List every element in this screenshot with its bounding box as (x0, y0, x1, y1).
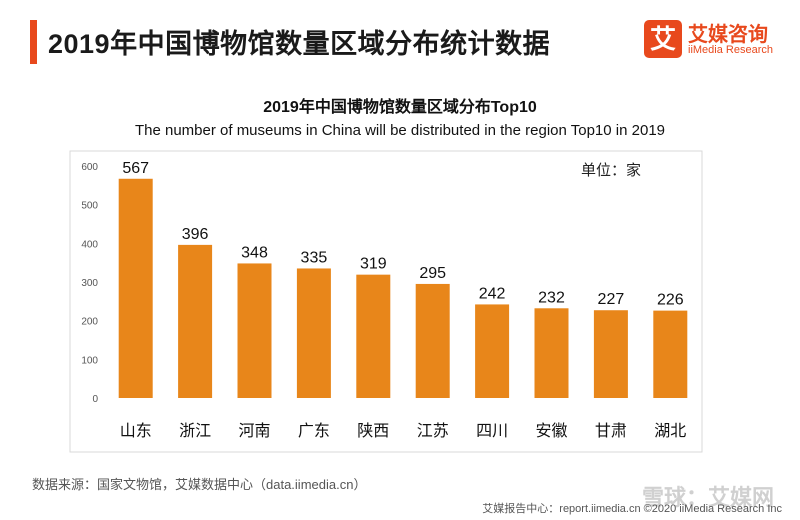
x-tick-label: 河南 (238, 421, 270, 440)
bar (118, 178, 153, 398)
x-tick-label: 四川 (476, 421, 508, 440)
x-tick-label: 甘肃 (595, 421, 627, 440)
bar (653, 310, 688, 398)
bar-value-label: 335 (301, 249, 328, 266)
logo-mark-icon: 艾 (644, 20, 682, 58)
bar (356, 274, 391, 398)
bar-value-label: 226 (657, 292, 684, 309)
logo-name-en: iiMedia Research (688, 44, 773, 56)
chart-frame (69, 150, 703, 453)
unit-label: 单位：家 (581, 162, 642, 179)
x-tick-label: 江苏 (417, 421, 449, 440)
bar-value-label: 396 (182, 226, 209, 243)
bar-value-label: 567 (122, 160, 149, 177)
x-tick-label: 陕西 (357, 421, 389, 440)
logo-name-cn: 艾媒咨询 (688, 24, 768, 46)
bar-value-label: 348 (241, 244, 268, 261)
y-tick-label: 600 (81, 162, 98, 173)
bar (237, 263, 272, 398)
bar-value-label: 242 (479, 285, 506, 302)
y-tick-label: 0 (92, 394, 98, 405)
bar-value-label: 319 (360, 256, 387, 273)
bar-value-label: 295 (419, 265, 446, 282)
footer-credit: 艾媒报告中心：report.iimedia.cn ©2020 iiMedia R… (482, 503, 782, 515)
bar (415, 283, 450, 398)
data-source: 数据来源：国家文物馆，艾媒数据中心（data.iimedia.cn） (32, 477, 367, 492)
x-tick-label: 广东 (298, 421, 330, 440)
bar (296, 268, 331, 398)
x-tick-label: 湖北 (654, 421, 686, 440)
y-tick-label: 300 (81, 278, 98, 289)
chart-subtitle: The number of museums in China will be d… (134, 122, 666, 139)
bar-value-label: 227 (598, 291, 625, 308)
chart-title: 2019年中国博物馆数量区域分布Top10 (263, 99, 537, 116)
bar (534, 308, 569, 398)
bar-value-label: 232 (538, 289, 565, 306)
watermark: 雪球：艾媒网 (641, 485, 774, 510)
x-tick-label: 山东 (120, 421, 152, 440)
y-tick-label: 500 (81, 201, 98, 212)
bar (593, 310, 628, 398)
title-accent-bar (30, 20, 37, 64)
bar (475, 304, 510, 398)
x-tick-label: 浙江 (179, 421, 211, 440)
bar (178, 244, 213, 398)
x-tick-label: 安徽 (535, 421, 567, 440)
y-tick-label: 200 (81, 317, 98, 328)
y-tick-label: 100 (81, 355, 98, 366)
brand-logo: 艾 艾媒咨询 iiMedia Research (644, 18, 784, 62)
y-tick-label: 400 (81, 239, 98, 250)
page-title: 2019年中国博物馆数量区域分布统计数据 (48, 29, 551, 59)
